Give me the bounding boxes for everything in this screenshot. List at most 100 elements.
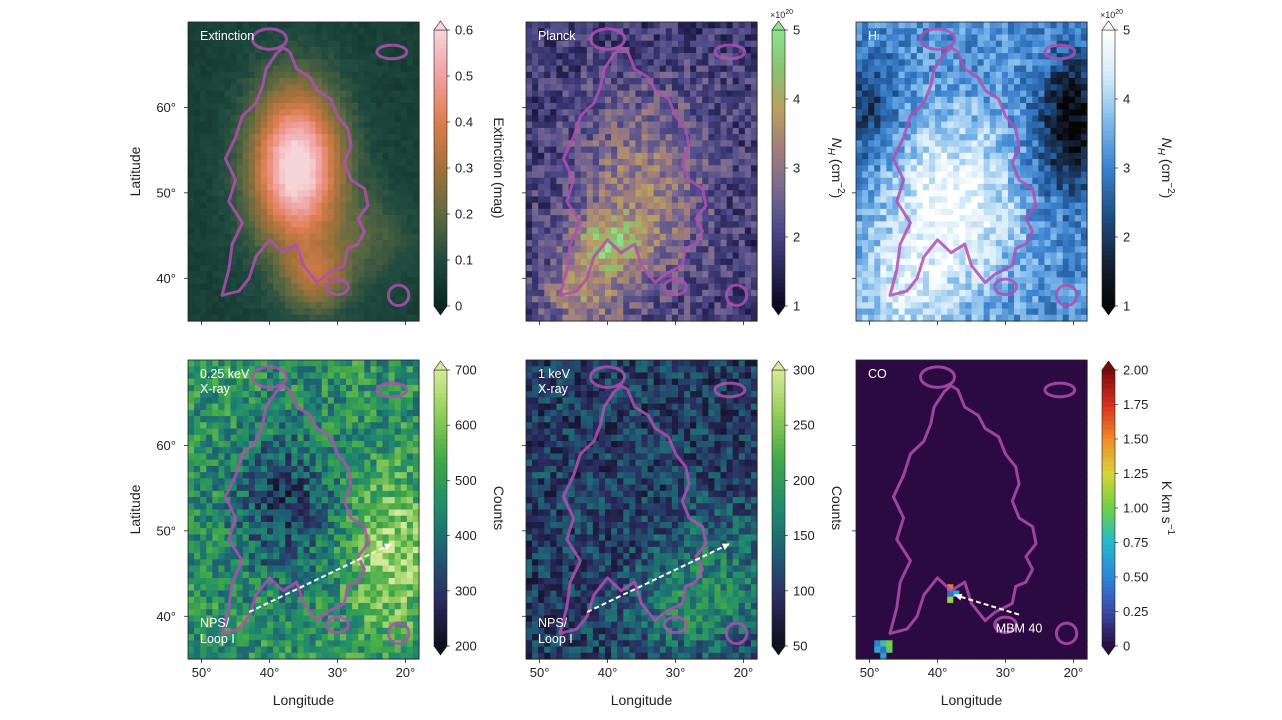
cloud-contour-island — [713, 43, 747, 61]
heatmap-cell — [647, 177, 655, 185]
heatmap-cell — [702, 28, 709, 36]
heatmap-cell — [1020, 84, 1027, 92]
heatmap-cell — [744, 146, 752, 154]
heatmap-cell — [346, 34, 353, 42]
heatmap-cell — [242, 115, 250, 123]
heatmap-cell — [358, 127, 365, 135]
heatmap-cell — [273, 140, 280, 148]
heatmap-cell — [297, 121, 305, 129]
heatmap-cell — [1032, 121, 1039, 129]
heatmap-cell — [868, 53, 875, 60]
heatmap-cell — [598, 277, 606, 285]
heatmap-cell — [544, 264, 551, 272]
heatmap-cells — [856, 22, 1088, 322]
heatmap-cell — [412, 53, 420, 60]
heatmap-cell — [665, 53, 673, 60]
heatmap-cell — [327, 171, 335, 179]
heatmap-cell — [218, 28, 226, 36]
heatmap-cell — [696, 34, 703, 42]
heatmap-cell — [297, 240, 305, 247]
heatmap-cell — [959, 34, 967, 42]
heatmap-cell — [556, 296, 564, 303]
heatmap-cell — [580, 221, 588, 229]
heatmap-cell — [953, 127, 960, 135]
heatmap-cell — [206, 59, 213, 67]
heatmap-cell — [983, 165, 991, 173]
cloud-contour-island — [589, 27, 627, 51]
heatmap-cell — [346, 159, 353, 166]
heatmap-cell — [977, 102, 985, 110]
heatmap-cell — [412, 183, 420, 191]
heatmap-cell — [684, 65, 691, 73]
heatmap-cell — [218, 90, 226, 98]
heatmap-cell — [702, 308, 709, 316]
heatmap-cell — [586, 140, 594, 148]
heatmap-cell — [382, 277, 390, 285]
heatmap-cell — [696, 152, 703, 160]
heatmap-cell — [977, 34, 985, 42]
heatmap-cell — [352, 314, 359, 322]
heatmap-cell — [200, 84, 207, 92]
heatmap-cell — [273, 121, 280, 129]
heatmap-cell — [995, 40, 1003, 48]
heatmap-cell — [714, 177, 722, 185]
heatmap-cell — [714, 34, 722, 42]
heatmap-cell — [629, 246, 637, 254]
heatmap-cell — [935, 22, 942, 29]
heatmap-cell — [720, 289, 728, 297]
heatmap-cell — [1062, 159, 1070, 166]
heatmap-cell — [206, 177, 213, 185]
heatmap-cell — [562, 252, 570, 260]
heatmap-cell — [285, 159, 292, 166]
heatmap-cell — [947, 65, 954, 73]
heatmap-cell — [953, 177, 960, 185]
heatmap-cell — [995, 146, 1003, 154]
heatmap-cell — [708, 289, 716, 297]
heatmap-cell — [690, 28, 697, 36]
colorbar-segment — [772, 117, 785, 123]
heatmap-cell — [653, 227, 661, 235]
heatmap-cell — [744, 308, 752, 316]
heatmap-cell — [886, 28, 894, 36]
heatmap-cell — [910, 34, 918, 42]
heatmap-cell — [995, 109, 1003, 117]
heatmap-cell — [224, 258, 232, 266]
colorbar-segment — [434, 177, 447, 183]
heatmap-cell — [400, 152, 408, 160]
heatmap-cell — [321, 121, 329, 129]
heatmap-cell — [406, 78, 414, 85]
heatmap-cell — [526, 134, 533, 141]
heatmap-cell — [1068, 190, 1076, 198]
heatmap-cell — [574, 271, 582, 278]
heatmap-cell — [677, 127, 685, 135]
heatmap-cell — [1001, 59, 1009, 67]
heatmap-cell — [574, 134, 582, 141]
heatmap-cell — [309, 183, 317, 191]
heatmap-cell — [665, 183, 673, 191]
heatmap-cell — [254, 208, 262, 216]
heatmap-cell — [726, 140, 734, 148]
heatmap-cell — [1074, 159, 1082, 166]
heatmap-cell — [874, 78, 881, 85]
heatmap-cell — [1062, 190, 1070, 198]
heatmap-cell — [965, 109, 973, 117]
heatmap-cell — [592, 34, 600, 42]
heatmap-cell — [550, 96, 557, 104]
heatmap-cell — [230, 96, 238, 104]
heatmap-cell — [623, 22, 630, 29]
heatmap-cell — [200, 78, 207, 85]
heatmap-cell — [904, 102, 912, 110]
heatmap-cell — [309, 109, 317, 117]
heatmap-cell — [315, 183, 323, 191]
heatmap-cell — [400, 314, 408, 322]
heatmap-cell — [568, 271, 576, 278]
heatmap-cell — [726, 302, 734, 310]
heatmap-cell — [382, 308, 390, 316]
heatmap-cell — [971, 190, 979, 198]
heatmap-cell — [953, 152, 960, 160]
heatmap-cell — [376, 134, 384, 141]
heatmap-cell — [406, 46, 414, 54]
heatmap-cell — [592, 271, 600, 278]
heatmap-cell — [568, 258, 576, 266]
heatmap-cell — [526, 59, 533, 67]
